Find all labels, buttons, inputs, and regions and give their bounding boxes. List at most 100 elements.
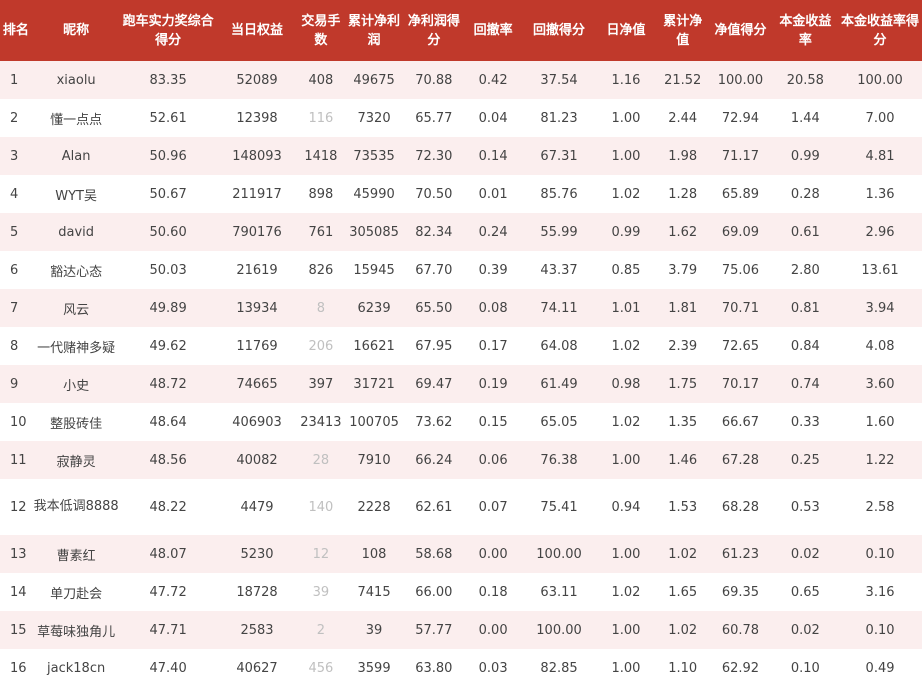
daily-nav-cell: 0.98 <box>611 376 641 392</box>
daily-equity-cell: 5230 <box>240 546 274 562</box>
header-nav-score: 净值得分 <box>714 23 767 38</box>
cumulative-net-profit-cell: 305085 <box>349 224 399 240</box>
overall-score-cell: 83.35 <box>149 72 187 88</box>
overall-score-cell: 49.62 <box>149 338 187 354</box>
table-row: 2 懂一点点 52.61 12398 116 7320 65.77 0.04 81.23 1.00… <box>0 99 922 137</box>
drawdown-rate-cell: 0.19 <box>478 376 508 392</box>
principal-return-score-cell: 2.58 <box>865 499 895 515</box>
drawdown-rate-cell: 0.00 <box>478 546 508 562</box>
principal-return-cell: 0.61 <box>790 224 820 240</box>
header-rank: 排名 <box>2 23 29 38</box>
drawdown-rate-cell: 0.07 <box>478 499 508 515</box>
nav-score-cell: 75.06 <box>721 262 760 278</box>
drawdown-rate-cell: 0.01 <box>478 186 508 202</box>
rank-cell: 15 <box>10 622 27 638</box>
trade-lots-cell: 140 <box>308 499 334 515</box>
cumulative-nav-cell: 1.02 <box>668 622 698 638</box>
header-principal-return: 本金收益率 <box>779 13 832 48</box>
principal-return-cell: 0.25 <box>790 452 820 468</box>
trade-lots-cell: 39 <box>312 584 330 600</box>
principal-return-cell: 0.84 <box>790 338 820 354</box>
rank-cell: 2 <box>10 110 19 126</box>
principal-return-cell: 0.99 <box>790 148 820 164</box>
principal-return-cell: 20.58 <box>786 72 824 88</box>
cumulative-net-profit-cell: 6239 <box>357 300 391 316</box>
nav-score-cell: 62.92 <box>721 660 760 676</box>
cumulative-nav-cell: 1.28 <box>668 186 698 202</box>
nickname-cell: david <box>58 224 95 240</box>
nav-score-cell: 60.78 <box>721 622 760 638</box>
header-trade-lots: 交易手数 <box>301 13 341 48</box>
drawdown-rate-cell: 0.18 <box>478 584 508 600</box>
header-row: 排名 昵称 跑车实力奖综合得分 当日权益 交易手数 累计净利润 净利润得分 回撤率 回撤得分 日净… <box>0 0 922 61</box>
cumulative-net-profit-cell: 7320 <box>357 110 391 126</box>
nav-score-cell: 68.28 <box>721 499 760 515</box>
nickname-cell: 寂静灵 <box>56 454 96 470</box>
trade-lots-cell: 898 <box>308 186 334 202</box>
principal-return-score-cell: 100.00 <box>857 72 903 88</box>
daily-equity-cell: 12398 <box>236 110 278 126</box>
trade-lots-cell: 8 <box>316 300 326 316</box>
net-profit-score-cell: 63.80 <box>415 660 453 676</box>
principal-return-cell: 0.10 <box>790 660 820 676</box>
nickname-cell: 豁达心态 <box>50 264 103 280</box>
drawdown-rate-cell: 0.42 <box>478 72 508 88</box>
table-row: 12 我本低调8888 48.22 4479 140 2228 62.61 0.07 75.41… <box>0 479 922 535</box>
nav-score-cell: 70.17 <box>721 376 760 392</box>
cumulative-nav-cell: 3.79 <box>668 262 698 278</box>
daily-nav-cell: 1.02 <box>611 338 641 354</box>
cumulative-nav-cell: 1.98 <box>668 148 698 164</box>
principal-return-score-cell: 2.96 <box>865 224 895 240</box>
daily-equity-cell: 52089 <box>236 72 278 88</box>
drawdown-rate-cell: 0.00 <box>478 622 508 638</box>
trade-lots-cell: 23413 <box>300 414 342 430</box>
drawdown-rate-cell: 0.06 <box>478 452 508 468</box>
drawdown-score-cell: 85.76 <box>540 186 578 202</box>
drawdown-score-cell: 65.05 <box>540 414 578 430</box>
header-cumulative-nav: 累计净值 <box>663 13 703 48</box>
trade-lots-cell: 826 <box>308 262 334 278</box>
nickname-cell: 一代赌神多疑 <box>37 340 116 356</box>
daily-equity-cell: 2583 <box>240 622 274 638</box>
drawdown-rate-cell: 0.24 <box>478 224 508 240</box>
cumulative-net-profit-cell: 2228 <box>357 499 391 515</box>
nav-score-cell: 70.71 <box>721 300 760 316</box>
daily-nav-cell: 0.85 <box>611 262 641 278</box>
cumulative-net-profit-cell: 16621 <box>353 338 395 354</box>
net-profit-score-cell: 67.70 <box>415 262 453 278</box>
cumulative-net-profit-cell: 7910 <box>357 452 391 468</box>
drawdown-rate-cell: 0.15 <box>478 414 508 430</box>
table-row: 5 david 50.60 790176 761 305085 82.34 0.24 55.99… <box>0 213 922 251</box>
cumulative-nav-cell: 1.65 <box>668 584 698 600</box>
nickname-cell: 我本低调8888 <box>33 499 119 514</box>
net-profit-score-cell: 58.68 <box>415 546 453 562</box>
overall-score-cell: 48.72 <box>149 376 187 392</box>
trade-lots-cell: 2 <box>316 622 326 638</box>
cumulative-net-profit-cell: 3599 <box>357 660 391 676</box>
daily-equity-cell: 18728 <box>236 584 278 600</box>
cumulative-net-profit-cell: 39 <box>365 622 383 638</box>
drawdown-score-cell: 75.41 <box>540 499 578 515</box>
daily-nav-cell: 0.94 <box>611 499 641 515</box>
daily-nav-cell: 1.00 <box>611 148 641 164</box>
table-row: 6 豁达心态 50.03 21619 826 15945 67.70 0.39 43.37 0.8… <box>0 251 922 289</box>
overall-score-cell: 47.40 <box>149 660 187 676</box>
cumulative-nav-cell: 1.35 <box>668 414 698 430</box>
overall-score-cell: 50.60 <box>149 224 187 240</box>
nav-score-cell: 72.94 <box>721 110 760 126</box>
nav-score-cell: 100.00 <box>717 72 764 88</box>
nickname-cell: 草莓味独角儿 <box>37 624 116 640</box>
net-profit-score-cell: 57.77 <box>415 622 453 638</box>
drawdown-score-cell: 61.49 <box>540 376 578 392</box>
trade-lots-cell: 12 <box>312 546 330 562</box>
rank-cell: 14 <box>10 584 27 600</box>
table-row: 7 风云 49.89 13934 8 6239 65.50 0.08 74.11 1.01 1.81… <box>0 289 922 327</box>
net-profit-score-cell: 70.88 <box>415 72 453 88</box>
overall-score-cell: 48.22 <box>149 499 187 515</box>
header-principal-return-score: 本金收益率得分 <box>841 13 920 48</box>
nav-score-cell: 66.67 <box>721 414 760 430</box>
table-row: 11 寂静灵 48.56 40082 28 7910 66.24 0.06 76.38 1.00 1… <box>0 441 922 479</box>
daily-equity-cell: 11769 <box>236 338 278 354</box>
daily-equity-cell: 40082 <box>236 452 278 468</box>
daily-equity-cell: 406903 <box>232 414 282 430</box>
